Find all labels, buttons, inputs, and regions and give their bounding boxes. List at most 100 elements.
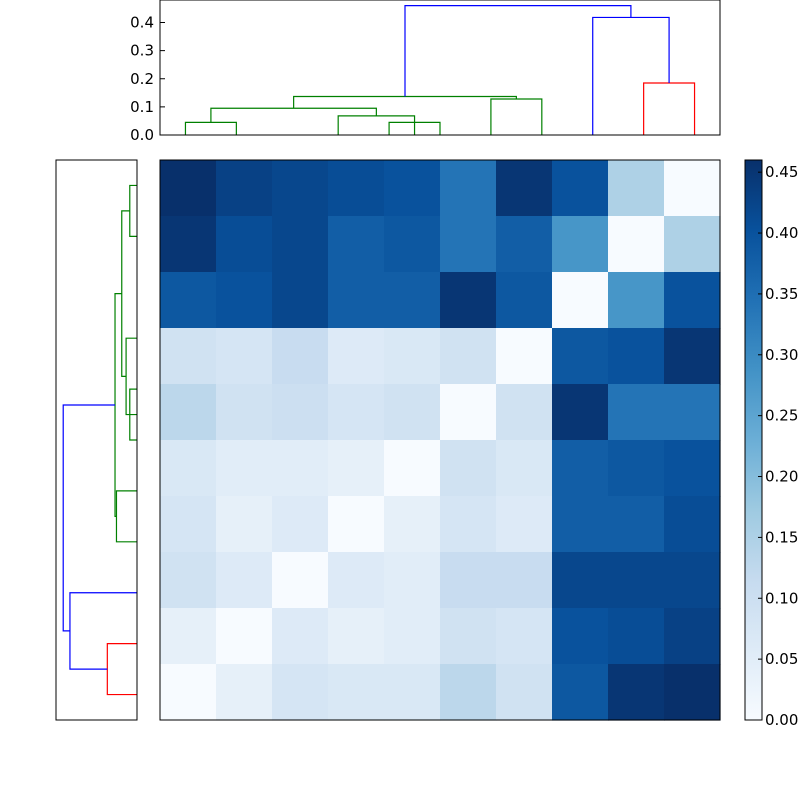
- heatmap-cell: [216, 328, 273, 385]
- heatmap-cell: [440, 272, 497, 329]
- heatmap-cell: [384, 440, 441, 497]
- colorbar-tick-label: 0.05: [765, 650, 798, 668]
- colorbar-tick-label: 0.45: [765, 163, 798, 181]
- heatmap-cell: [160, 160, 217, 217]
- heatmap-cell: [552, 496, 609, 553]
- heatmap-cell: [552, 216, 609, 273]
- heatmap-cell: [608, 216, 665, 273]
- heatmap-cell: [440, 608, 497, 665]
- top-dendrogram: 0.0 0.1 0.2 0.3 0.4: [130, 0, 721, 144]
- heatmap-cell: [216, 496, 273, 553]
- colorbar: 0.00 0.05 0.10 0.15 0.20 0.25 0.30 0.35 0.40 0.45: [744, 159, 798, 729]
- heatmap-cell: [328, 216, 385, 273]
- heatmap-cell: [272, 552, 329, 609]
- left-dendrogram-link: [114, 293, 122, 517]
- heatmap-cell: [496, 552, 553, 609]
- heatmap-cell: [552, 552, 609, 609]
- heatmap-cell: [664, 328, 721, 385]
- heatmap-cell: [160, 664, 217, 721]
- colorbar-tick-label: 0.20: [765, 468, 798, 486]
- heatmap-cell: [440, 216, 497, 273]
- heatmap-cell: [160, 272, 217, 329]
- heatmap-cell: [496, 328, 553, 385]
- heatmap-cell: [664, 272, 721, 329]
- heatmap-cell: [440, 160, 497, 217]
- top-dendrogram-link: [404, 5, 632, 97]
- heatmap-cell: [440, 552, 497, 609]
- heatmap-cell: [216, 664, 273, 721]
- heatmap-cell: [272, 216, 329, 273]
- heatmap-cell: [328, 160, 385, 217]
- heatmap-cell: [384, 328, 441, 385]
- heatmap-cell: [216, 272, 273, 329]
- heatmap-cell: [328, 664, 385, 721]
- left-dendrogram: [55, 159, 138, 721]
- heatmap-cell: [496, 272, 553, 329]
- heatmap-cell: [440, 664, 497, 721]
- heatmap-cell: [552, 272, 609, 329]
- top-dendrogram-link: [490, 98, 543, 135]
- top-dendrogram-frame: [159, 0, 721, 136]
- heatmap-cell: [272, 160, 329, 217]
- heatmap-cell: [664, 664, 721, 721]
- heatmap-cell: [272, 496, 329, 553]
- heatmap-cell: [272, 328, 329, 385]
- heatmap-cell: [328, 552, 385, 609]
- heatmap-cell: [216, 216, 273, 273]
- heatmap-cell: [496, 384, 553, 441]
- heatmap-cell: [216, 160, 273, 217]
- heatmap-cell: [608, 384, 665, 441]
- left-dendrogram-frame: [55, 159, 138, 721]
- heatmap-cell: [664, 552, 721, 609]
- heatmap-cell: [272, 608, 329, 665]
- heatmap-frame: [159, 159, 721, 721]
- left-dendrogram-link: [129, 184, 137, 237]
- top-dendrogram-link: [643, 82, 696, 135]
- heatmap-cell: [160, 328, 217, 385]
- top-dendrogram-link: [592, 16, 670, 135]
- heatmap-cell: [440, 496, 497, 553]
- heatmap-cell: [384, 608, 441, 665]
- heatmap-cell: [608, 440, 665, 497]
- heatmap-cell: [384, 496, 441, 553]
- heatmap-cell: [608, 328, 665, 385]
- top-y-tick-label: 0.1: [130, 98, 154, 116]
- left-dendrogram-link: [115, 490, 137, 543]
- heatmap-cell: [608, 160, 665, 217]
- heatmap-cell: [160, 384, 217, 441]
- heatmap-cell: [160, 608, 217, 665]
- heatmap-cell: [384, 160, 441, 217]
- heatmap-cell: [216, 552, 273, 609]
- heatmap-cell: [440, 384, 497, 441]
- top-y-tick-label: 0.2: [130, 70, 154, 88]
- colorbar-tick-label: 0.15: [765, 528, 798, 546]
- colorbar-tick-label: 0.10: [765, 589, 798, 607]
- heatmap-cell: [160, 440, 217, 497]
- heatmap-cell: [272, 440, 329, 497]
- heatmap-cell: [608, 552, 665, 609]
- heatmap-cell: [440, 440, 497, 497]
- top-y-tick-label: 0.3: [130, 42, 154, 60]
- heatmap-cell: [272, 384, 329, 441]
- heatmap-cell: [552, 440, 609, 497]
- heatmap-cell: [384, 384, 441, 441]
- heatmap-cell: [216, 384, 273, 441]
- colorbar-tick-label: 0.00: [765, 711, 798, 729]
- left-dendrogram-link: [125, 337, 137, 416]
- heatmap-cell: [272, 272, 329, 329]
- heatmap-cell: [328, 440, 385, 497]
- heatmap-cell: [608, 664, 665, 721]
- heatmap-cell: [552, 664, 609, 721]
- heatmap-cell: [328, 384, 385, 441]
- heatmap-cell: [496, 160, 553, 217]
- top-dendrogram-link: [293, 95, 517, 109]
- heatmap-cell: [552, 608, 609, 665]
- heatmap-cell: [216, 608, 273, 665]
- heatmap-cell: [440, 328, 497, 385]
- heatmap-cell: [328, 496, 385, 553]
- left-dendrogram-link: [69, 592, 137, 670]
- heatmap-cell: [384, 216, 441, 273]
- left-dendrogram-link: [106, 643, 137, 696]
- heatmap-cell: [496, 216, 553, 273]
